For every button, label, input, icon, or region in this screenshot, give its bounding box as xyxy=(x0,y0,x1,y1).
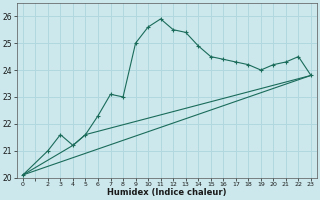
X-axis label: Humidex (Indice chaleur): Humidex (Indice chaleur) xyxy=(107,188,227,197)
